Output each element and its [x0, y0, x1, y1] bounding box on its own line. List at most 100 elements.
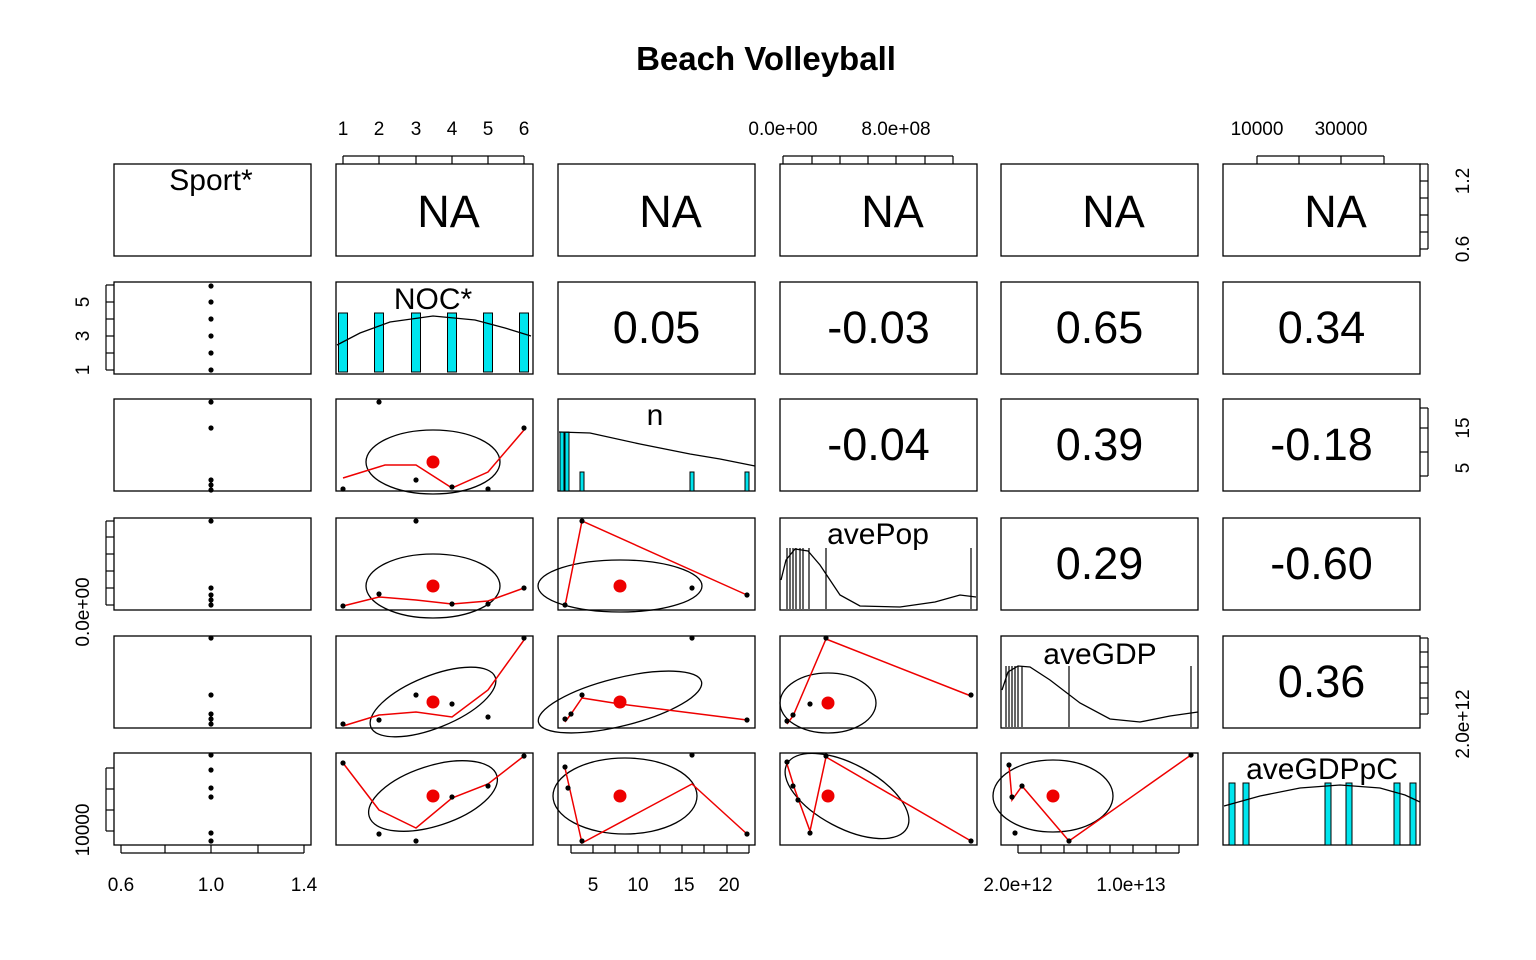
panel-frame	[113, 281, 312, 375]
mean-point	[821, 789, 835, 803]
correlation-value: 0.39	[1056, 419, 1144, 470]
scatter-point	[208, 283, 214, 289]
scatter-point	[790, 712, 796, 718]
scatter-point	[784, 759, 790, 765]
scatter-point	[208, 585, 214, 591]
scatter-point	[413, 692, 419, 698]
tick-label: 1.2	[1453, 168, 1474, 194]
loess-smoother	[564, 697, 748, 723]
scatter-point	[413, 518, 419, 524]
density-curve	[1223, 784, 1421, 807]
scatter-point	[413, 838, 419, 844]
scatter-point	[485, 486, 491, 492]
correlation-ellipse	[779, 672, 877, 734]
scatter-point	[807, 830, 813, 836]
scatter-point	[1188, 752, 1194, 758]
tick-label: 10000	[73, 804, 94, 857]
panel-frame	[557, 517, 756, 611]
tick-label: 10	[627, 875, 648, 896]
variable-label: avePop	[827, 518, 929, 551]
scatter-point	[208, 602, 214, 608]
histogram-bar	[1409, 782, 1417, 846]
panel-frame	[1000, 635, 1199, 729]
scatter-point	[208, 635, 214, 641]
tick-label: 2	[374, 119, 385, 140]
chart-title: Beach Volleyball	[636, 40, 896, 77]
panel-frame	[779, 281, 978, 375]
histogram-bar	[744, 471, 750, 492]
variable-label: aveGDP	[1043, 638, 1156, 671]
panel-frame	[1000, 398, 1199, 492]
panel-frame	[335, 398, 534, 492]
panel-frame	[779, 517, 978, 611]
panel-frame	[1222, 398, 1421, 492]
scatter-point	[208, 767, 214, 773]
histogram-bar	[1324, 782, 1332, 846]
correlation-value: NA	[861, 186, 924, 237]
mean-point	[426, 789, 440, 803]
scatter-point	[208, 830, 214, 836]
scatter-point	[208, 597, 214, 603]
scatter-point	[562, 764, 568, 770]
variable-label: n	[647, 399, 664, 432]
scatter-point	[208, 482, 214, 488]
correlation-value: NA	[1304, 186, 1367, 237]
scatter-point	[565, 785, 571, 791]
tick-label: 0.0e+00	[748, 119, 817, 140]
scatter-point	[376, 399, 382, 405]
density-curve	[1001, 665, 1199, 723]
scatter-point	[1019, 783, 1025, 789]
tick-label: 1.4	[291, 875, 318, 896]
panel-frame	[1000, 517, 1199, 611]
histogram-bar	[1393, 782, 1401, 846]
mean-point	[426, 455, 440, 469]
mean-point	[426, 579, 440, 593]
tick-label: 20	[718, 875, 739, 896]
scatter-point	[208, 716, 214, 722]
correlation-value: 0.05	[613, 302, 701, 353]
mean-point	[613, 789, 627, 803]
scatter-point	[208, 333, 214, 339]
panel-frame	[557, 398, 756, 492]
histogram-bar	[483, 312, 493, 373]
scatter-point	[208, 838, 214, 844]
tick-label: 5	[588, 875, 599, 896]
loess-smoother	[564, 767, 748, 845]
mean-point	[821, 696, 835, 710]
scatter-point	[376, 831, 382, 837]
tick-label: 5	[73, 297, 94, 308]
scatter-point	[449, 484, 455, 490]
tick-label: 5	[483, 119, 494, 140]
panel-frame	[335, 517, 534, 611]
tick-label: 1	[73, 365, 94, 376]
mean-point	[1046, 789, 1060, 803]
histogram-bar	[374, 312, 384, 373]
panel-frame	[1000, 163, 1199, 257]
correlation-ellipse	[365, 429, 501, 495]
histogram-bar	[579, 471, 585, 492]
scatter-point	[744, 592, 750, 598]
tick-label: 15	[673, 875, 694, 896]
scatter-point	[823, 753, 829, 759]
panel-frame	[779, 752, 978, 846]
scatter-point	[208, 399, 214, 405]
tick-label: 3	[73, 331, 94, 342]
correlation-ellipse	[365, 553, 501, 619]
panel-frame	[1000, 281, 1199, 375]
scatter-point	[521, 425, 527, 431]
tick-label: 5	[1453, 463, 1474, 474]
scatter-point	[744, 717, 750, 723]
correlation-ellipse	[367, 760, 499, 832]
scatter-point	[208, 477, 214, 483]
scatter-point	[208, 692, 214, 698]
scatter-point	[485, 601, 491, 607]
tick-label: 15	[1453, 417, 1474, 438]
correlation-value: -0.04	[827, 419, 930, 470]
histogram-bar	[1345, 782, 1353, 846]
panel-frame	[1222, 517, 1421, 611]
scatter-point	[795, 797, 801, 803]
tick-label: 10000	[1231, 119, 1284, 140]
scatter-point	[485, 714, 491, 720]
scatter-point	[340, 603, 346, 609]
scatter-point	[449, 601, 455, 607]
